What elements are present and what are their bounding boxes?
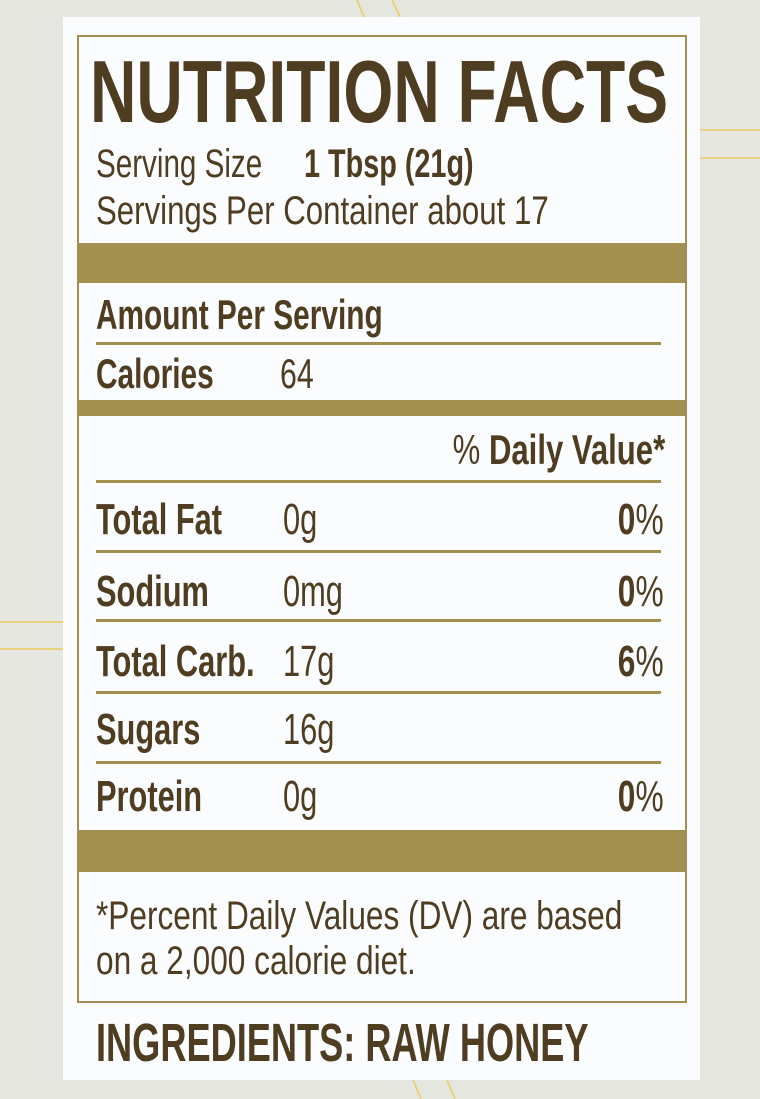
amount-per-serving: Amount Per Serving [96, 291, 383, 338]
footnote-line-2: on a 2,000 calorie diet. [96, 939, 416, 983]
row-divider [96, 550, 661, 553]
percent-sign: % [635, 567, 664, 616]
dv-value: 6 [618, 637, 636, 686]
nutrient-label: Sodium [96, 567, 209, 616]
percent-sign: % [635, 495, 664, 544]
daily-value-label: Daily Value* [488, 426, 665, 473]
ingredients: INGREDIENTS: RAW HONEY [96, 1013, 589, 1073]
servings-per-container: Servings Per Container about 17 [96, 189, 549, 233]
serving-size-label: Serving Size [96, 142, 263, 186]
daily-value-header: % Daily Value* [452, 429, 665, 471]
row-divider [96, 619, 661, 622]
nutrient-dv: 0% [618, 570, 664, 614]
serving-size-value: 1 Tbsp (21g) [304, 142, 474, 186]
calories-label: Calories [96, 350, 214, 397]
nutrition-facts-panel [77, 35, 687, 1003]
nutrient-amount: 16g [283, 705, 335, 754]
dv-value: 0 [618, 495, 636, 544]
nutrient-label: Sugars [96, 705, 201, 754]
nutrient-label: Total Fat [96, 495, 223, 544]
nutrient-amount: 17g [283, 637, 335, 686]
divider-band [77, 830, 687, 872]
nutrient-label: Protein [96, 772, 203, 821]
footnote-line-1: *Percent Daily Values (DV) are based [96, 894, 623, 938]
percent-sign: % [635, 772, 664, 821]
nutrient-amount: 0g [283, 495, 318, 544]
divider-band [77, 243, 687, 283]
nutrient-dv: 6% [618, 640, 664, 684]
row-divider [96, 480, 661, 483]
nutrient-dv: 0% [618, 498, 664, 542]
row-divider [96, 691, 661, 694]
nutrient-amount: 0g [283, 772, 318, 821]
row-divider [96, 342, 661, 345]
percent-sign: % [635, 637, 664, 686]
row-divider [96, 761, 661, 764]
nutrition-label-card [63, 17, 700, 1080]
nutrient-dv: 0% [618, 775, 664, 819]
percent-sign: % [452, 426, 481, 473]
divider-band [77, 400, 687, 416]
nutrient-amount: 0mg [283, 567, 343, 616]
page-title: NUTRITION FACTS [90, 42, 669, 141]
dv-value: 0 [618, 567, 636, 616]
nutrient-label: Total Carb. [96, 637, 255, 686]
dv-value: 0 [618, 772, 636, 821]
calories-value: 64 [280, 350, 314, 397]
